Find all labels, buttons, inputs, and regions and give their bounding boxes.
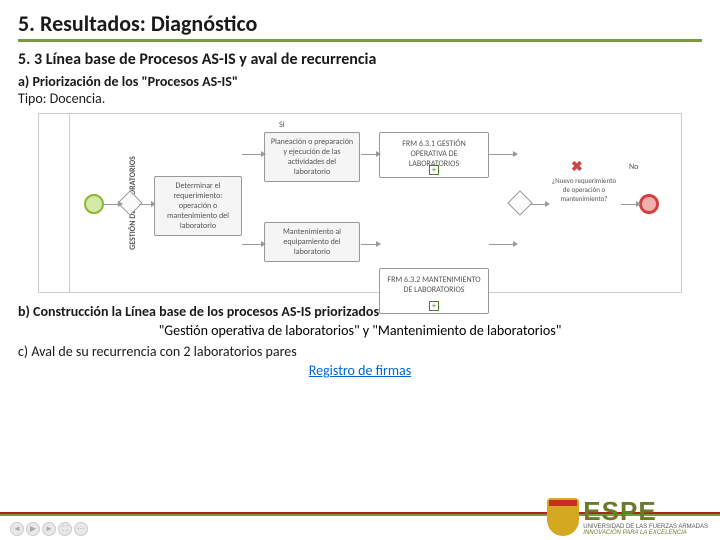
swimlane-divider (69, 114, 70, 292)
box-frm2: FRM 6.3.2 MANTENIMIENTO DE LABORATORIOS … (379, 268, 489, 314)
item-b: b) Construcción la Línea base de los pro… (18, 303, 702, 320)
arrow (242, 244, 262, 245)
section-subtitle: 5. 3 Línea base de Procesos AS-IS y aval… (18, 50, 702, 69)
arrow (104, 204, 119, 205)
x-icon: ✖ (571, 158, 583, 175)
arrow (489, 154, 514, 155)
start-event (84, 194, 104, 214)
plus-icon: + (429, 165, 439, 175)
box-planeacion: Planeación o preparación y ejecución de … (264, 132, 360, 182)
arrow (361, 154, 377, 155)
box-determine: Determinar el requerimiento: operación o… (154, 176, 242, 236)
slide-title: 5. Resultados: Diagnóstico (18, 10, 702, 42)
nav-play-icon[interactable]: ▶ (26, 522, 40, 536)
nav-expand-icon[interactable]: ⛶ (58, 522, 72, 536)
logo-tag: INNOVACIÓN PARA LA EXCELENCIA (583, 530, 708, 536)
arrow (139, 204, 152, 205)
espe-logo: ESPE UNIVERSIDAD DE LAS FUERZAS ARMADAS … (547, 498, 708, 536)
registro-link[interactable]: Registro de firmas (18, 362, 702, 379)
item-b-bold: b) Construcción la Línea base de los pro… (18, 303, 379, 320)
process-diagram: GESTIÓN DE LABORATORIOS Determinar el re… (38, 113, 682, 293)
plus-icon: + (429, 301, 439, 311)
arrow (489, 244, 514, 245)
nav-prev-icon[interactable]: ◄ (10, 522, 24, 536)
logo-name: ESPE (583, 498, 708, 524)
end-event (639, 194, 659, 214)
arrow (242, 154, 262, 155)
item-c: c) Aval de su recurrencia con 2 laborato… (18, 343, 702, 360)
arrow (361, 244, 377, 245)
arrow (621, 204, 637, 205)
no-label: No (629, 162, 638, 172)
tipo-label: Tipo: Docencia. (18, 90, 702, 107)
shield-icon (547, 498, 579, 536)
arrow (531, 204, 546, 205)
nav-next-icon[interactable]: ► (42, 522, 56, 536)
nav-controls: ◄ ▶ ► ⛶ ⋯ (10, 522, 88, 536)
nav-more-icon[interactable]: ⋯ (74, 522, 88, 536)
item-a: a) Priorización de los "Procesos AS-IS" (18, 73, 702, 90)
box-frm1: FRM 6.3.1 GESTIÓN OPERATIVA DE LABORATOR… (379, 132, 489, 178)
decision-text: ¿Nuevo requerimiento de operación o mant… (549, 176, 619, 203)
quoted-processes: "Gestión operativa de laboratorios" y "M… (18, 322, 702, 339)
gateway-merge (507, 190, 532, 215)
si-label: Si (279, 120, 285, 130)
frm2-text: FRM 6.3.2 MANTENIMIENTO DE LABORATORIOS (387, 275, 480, 295)
box-mantenim: Mantenimiento al equipamiento del labora… (264, 222, 360, 262)
